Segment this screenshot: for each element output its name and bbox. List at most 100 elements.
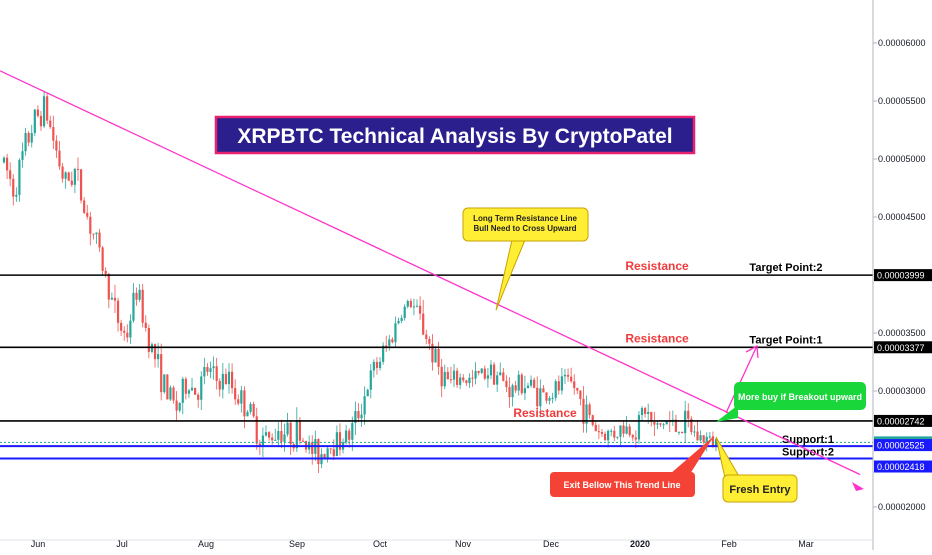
- candle-body: [687, 410, 690, 419]
- candle-body: [434, 349, 437, 363]
- time-tick-label: 2020: [630, 539, 650, 549]
- candle-body: [98, 232, 101, 248]
- candle-body: [70, 180, 73, 185]
- candle-body: [533, 379, 536, 388]
- candle-body: [283, 434, 286, 442]
- candle-body: [166, 374, 169, 400]
- candle-body: [603, 433, 607, 441]
- candle-body: [471, 377, 474, 379]
- candle-body: [252, 403, 255, 417]
- candle-body: [446, 371, 449, 380]
- price-tick-label: 0.00002000: [878, 502, 926, 512]
- candle-body: [597, 431, 600, 433]
- price-tag-target-2: 0.00003999: [877, 271, 925, 281]
- candle-body: [637, 415, 641, 440]
- candle-body: [551, 397, 554, 399]
- fresh-entry-callout: Fresh Entry: [715, 436, 798, 503]
- candle-body: [9, 170, 12, 179]
- candle-body: [311, 442, 314, 454]
- candle-body: [120, 322, 123, 331]
- candle-body: [502, 372, 505, 381]
- time-tick-label: Aug: [198, 539, 214, 549]
- candle-body: [437, 349, 440, 367]
- candle-body: [573, 381, 576, 388]
- candle-body: [520, 374, 523, 394]
- breakout-arrow: [725, 347, 757, 414]
- candle-body: [378, 361, 382, 368]
- candle-body: [104, 270, 107, 274]
- candle-body: [5, 157, 9, 171]
- candle-body: [286, 422, 289, 435]
- candle-body: [696, 431, 699, 441]
- callout-box: [734, 382, 866, 410]
- candle-body: [61, 166, 64, 179]
- candle-body: [640, 408, 644, 416]
- candle-body: [89, 216, 92, 234]
- candle-body: [36, 109, 40, 116]
- candle-body: [677, 431, 681, 433]
- candle-body: [116, 300, 120, 323]
- candle-body: [563, 374, 567, 377]
- candle-body: [644, 408, 647, 414]
- candle-body: [95, 232, 98, 235]
- candle-body: [714, 439, 718, 448]
- price-tick-label: 0.00006000: [878, 38, 926, 48]
- candle-body: [326, 448, 329, 458]
- candle-body: [366, 389, 369, 397]
- callout-line-2: Bull Need to Cross Upward: [473, 224, 576, 233]
- candle-body: [363, 396, 366, 415]
- candle-body: [542, 388, 545, 393]
- candle-body: [699, 435, 702, 441]
- candle-body: [132, 292, 135, 321]
- candle-body: [49, 120, 52, 128]
- level-label-support-2: Support:2: [782, 447, 834, 459]
- zone-label-target-2: Resistance: [625, 259, 689, 273]
- candle-body: [428, 339, 431, 344]
- candle-body: [702, 435, 705, 443]
- candle-body: [345, 430, 348, 443]
- candle-body: [209, 368, 212, 372]
- callout-line-1: Long Term Resistance Line: [473, 214, 577, 223]
- callout-text: Fresh Entry: [729, 484, 791, 496]
- candle-body: [656, 423, 659, 425]
- level-label-target-1: Target Point:1: [749, 334, 822, 346]
- price-tag-bg-target-1: [874, 341, 932, 354]
- candle-body: [388, 339, 391, 346]
- candle-body: [73, 168, 76, 185]
- callout-box: [550, 472, 695, 497]
- price-tag-support-1: 0.00002525: [877, 441, 925, 451]
- candle-body: [526, 385, 530, 389]
- candle-body: [357, 411, 360, 419]
- candle-body: [21, 151, 24, 160]
- candle-body: [680, 431, 684, 434]
- candle-body: [153, 344, 157, 360]
- candle-body: [665, 420, 668, 425]
- candle-body: [517, 374, 520, 391]
- candle-body: [705, 436, 708, 443]
- candle-body: [181, 378, 184, 403]
- price-tag-resistance: 0.00002742: [877, 416, 925, 426]
- candle-body: [184, 378, 187, 394]
- candle-body: [412, 306, 416, 308]
- candle-body: [455, 370, 459, 385]
- candle-body: [33, 109, 36, 134]
- candlesticks: [2, 90, 718, 474]
- candle-body: [619, 425, 622, 437]
- breakout-arrowhead: [745, 344, 759, 359]
- candle-body: [42, 96, 46, 127]
- candle-body: [483, 368, 486, 379]
- candle-body: [113, 297, 117, 301]
- price-tag-bg-target-2: [874, 269, 932, 282]
- time-tick-label: Jun: [31, 539, 46, 549]
- candle-body: [360, 414, 363, 419]
- candle-body: [92, 233, 95, 235]
- candle-body: [157, 354, 160, 360]
- candle-body: [462, 377, 465, 381]
- candle-body: [67, 172, 70, 181]
- candle-body: [607, 430, 610, 441]
- candle-body: [489, 364, 493, 376]
- candle-body: [240, 390, 243, 404]
- candle-body: [58, 150, 61, 167]
- candle-body: [55, 140, 58, 151]
